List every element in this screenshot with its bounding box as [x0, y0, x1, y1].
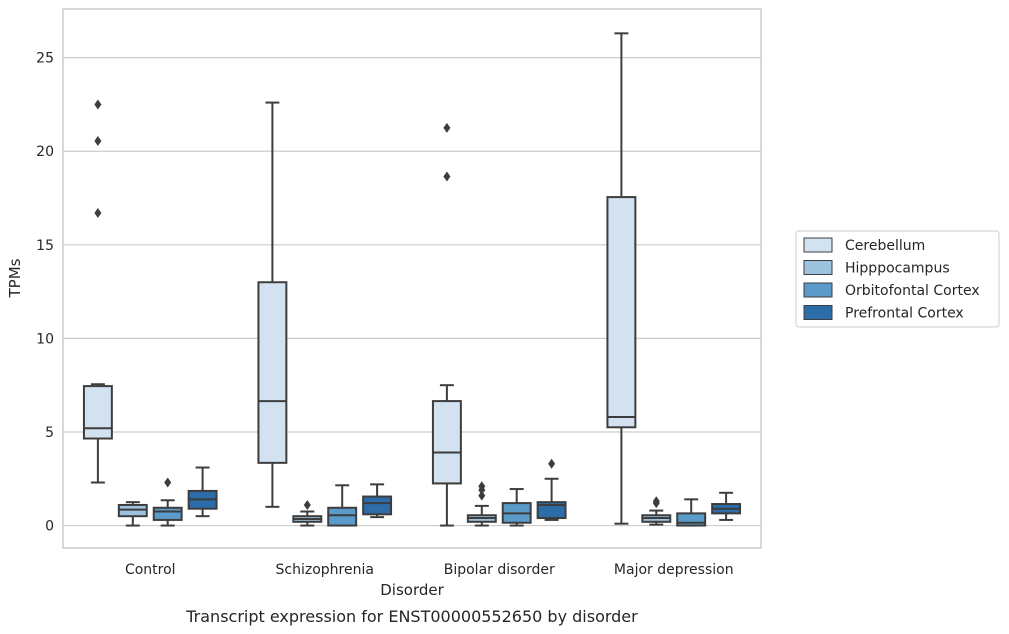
outlier-point — [478, 490, 486, 501]
outlier-point — [94, 135, 102, 146]
y-tick-label: 10 — [36, 331, 54, 347]
box-iqr — [327, 506, 358, 527]
box-2-2 — [501, 488, 532, 527]
outlier-point — [164, 477, 172, 488]
legend-label: Orbitofontal Cortex — [845, 283, 980, 299]
x-axis-label: Disorder — [380, 581, 444, 599]
legend: Cerebellum Hipppocampus Orbitofontal Corte… — [795, 230, 1000, 328]
x-tick-label: Control — [125, 562, 176, 578]
legend-swatch — [803, 305, 833, 320]
y-tick-label: 0 — [45, 519, 54, 535]
outlier-point — [94, 99, 102, 110]
box-1-1 — [292, 499, 323, 527]
gridlines — [63, 57, 761, 527]
box-iqr — [152, 506, 183, 521]
box-iqr — [362, 495, 393, 516]
box-1-0 — [117, 501, 148, 527]
outlier-point — [443, 171, 451, 182]
outlier-point — [94, 207, 102, 218]
box-1-2 — [466, 481, 497, 527]
chart-caption: Transcript expression for ENST0000055265… — [185, 607, 638, 626]
outlier-point — [548, 458, 556, 469]
y-tick-labels: 0 5 10 15 20 25 — [36, 51, 54, 535]
outlier-point — [478, 481, 486, 492]
box-3-1 — [362, 483, 393, 519]
box-iqr — [431, 400, 462, 485]
box-3-0 — [187, 466, 218, 518]
box-1-3 — [641, 496, 672, 526]
box-series — [82, 32, 742, 527]
box-2-1 — [327, 484, 358, 527]
x-tick-labels: Control Schizophrenia Bipolar disorder Majo… — [125, 562, 734, 578]
y-tick-label: 20 — [36, 144, 54, 160]
box-iqr — [257, 281, 288, 464]
y-tick-label: 5 — [45, 425, 54, 441]
x-tick-label: Major depression — [614, 562, 734, 578]
box-2-3 — [676, 498, 707, 527]
y-tick-label: 25 — [36, 51, 54, 67]
outlier-point — [652, 496, 660, 507]
box-0-2 — [431, 122, 462, 527]
legend-swatch — [803, 260, 833, 275]
box-3-2 — [536, 458, 567, 521]
x-tick-label: Schizophrenia — [276, 562, 374, 578]
outlier-point — [303, 499, 311, 510]
box-0-0 — [82, 99, 113, 484]
legend-label: Hipppocampus — [845, 261, 950, 277]
plot-area-frame — [62, 8, 762, 549]
box-0-3 — [606, 32, 637, 525]
box-iqr — [606, 196, 637, 429]
y-tick-label: 15 — [36, 238, 54, 254]
legend-swatch — [803, 237, 833, 253]
legend-frame — [795, 230, 1000, 328]
box-0-1 — [257, 101, 288, 508]
x-tick-label: Bipolar disorder — [444, 562, 555, 578]
outlier-point — [443, 122, 451, 133]
legend-label: Cerebellum — [845, 238, 925, 254]
box-2-0 — [152, 477, 183, 527]
box-iqr — [536, 501, 567, 520]
legend-label: Prefrontal Cortex — [845, 306, 964, 322]
box-3-3 — [711, 491, 742, 521]
legend-swatch — [803, 282, 833, 298]
y-axis-label: TPMs — [6, 258, 24, 298]
box-iqr — [82, 385, 113, 440]
